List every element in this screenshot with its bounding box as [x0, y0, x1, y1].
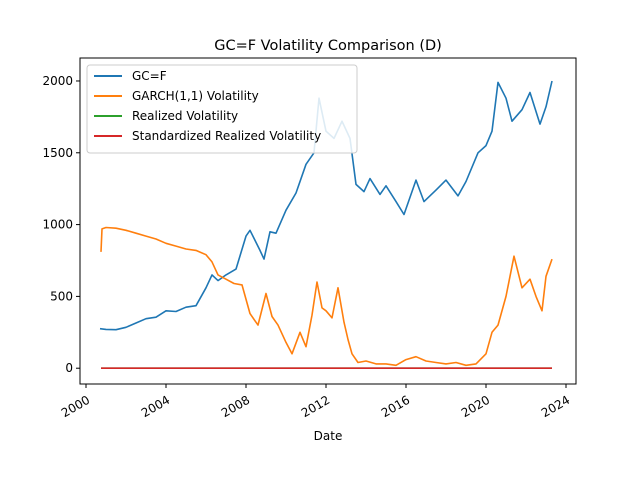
y-axis: 0 500 1000 1500 2000: [42, 74, 80, 375]
y-tick-label-1: 500: [50, 289, 73, 303]
x-tick-label-4: 2016: [379, 393, 412, 420]
x-axis-title: Date: [314, 429, 343, 443]
chart-title: GC=F Volatility Comparison (D): [214, 38, 442, 54]
x-tick-label-3: 2012: [299, 393, 332, 420]
x-tick-label-2: 2008: [219, 393, 252, 420]
plot-frame: [79, 57, 577, 385]
legend-label-0: GC=F: [132, 69, 167, 83]
legend-label-1: GARCH(1,1) Volatility: [132, 89, 259, 103]
y-tick-label-4: 2000: [42, 74, 73, 88]
legend-box: [86, 64, 358, 154]
legend-label-3: Standardized Realized Volatility: [132, 129, 321, 143]
legend-label-2: Realized Volatility: [132, 109, 238, 123]
x-tick-label-0: 2000: [59, 393, 92, 420]
x-tick-label-6: 2024: [539, 393, 572, 420]
x-axis: 2000 2004 2008 2012 2016 2020 2024: [59, 384, 572, 420]
x-tick-label-1: 2004: [139, 393, 172, 420]
y-tick-label-2: 1000: [42, 218, 73, 232]
y-tick-label-3: 1500: [42, 146, 73, 160]
legend: GC=F GARCH(1,1) Volatility Realized Volati…: [86, 64, 358, 154]
series-line-1: [100, 226, 553, 367]
x-tick-label-5: 2020: [459, 393, 492, 420]
y-tick-label-0: 0: [65, 361, 73, 375]
